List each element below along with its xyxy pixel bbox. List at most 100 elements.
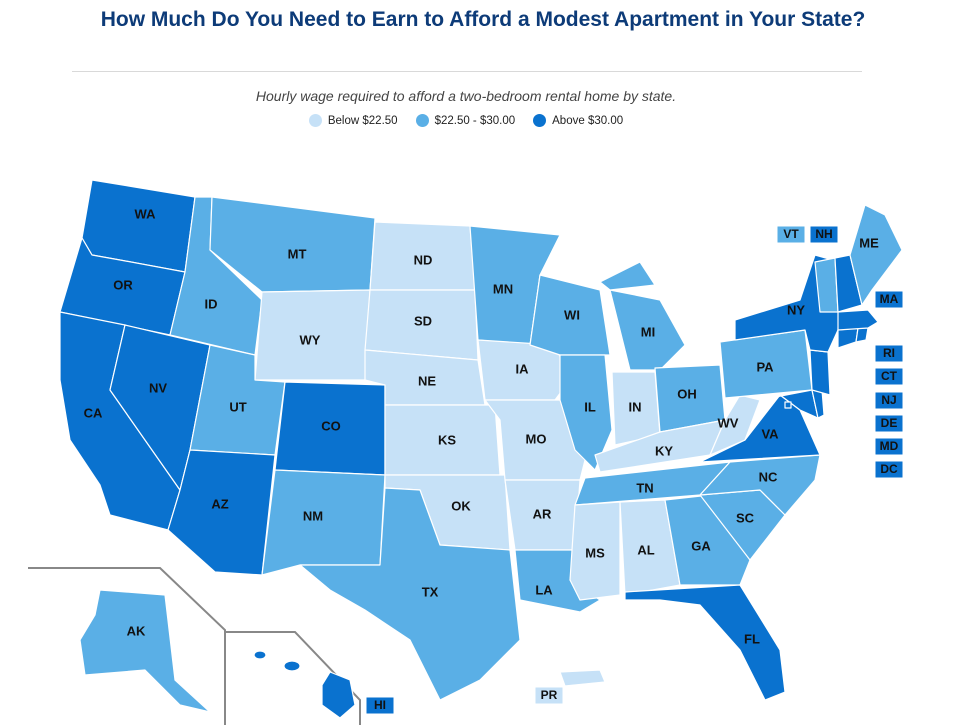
- legend-item-high: Above $30.00: [533, 114, 623, 127]
- label-mo: MO: [526, 431, 547, 446]
- state-ny[interactable]: [734, 254, 841, 353]
- legend-label-low: Below $22.50: [327, 114, 398, 127]
- label-ne: NE: [418, 373, 436, 388]
- legend-swatch-high: [533, 114, 547, 127]
- boxed-label-pr: PR: [534, 686, 564, 705]
- label-sd: SD: [414, 313, 432, 328]
- svg-text:DE: DE: [881, 416, 898, 430]
- label-co: CO: [321, 418, 341, 433]
- label-mt: MT: [288, 246, 307, 261]
- alaska-inset-frame: [28, 567, 226, 725]
- boxed-label-dc: DC: [874, 460, 904, 479]
- legend-swatch-low: [308, 114, 322, 127]
- hawaii-island-oahu: [253, 650, 267, 660]
- label-al: AL: [637, 542, 654, 557]
- legend-label-mid: $22.50 - $30.00: [434, 114, 516, 127]
- state-nc[interactable]: [699, 454, 821, 516]
- state-me[interactable]: [849, 204, 903, 306]
- label-tn: TN: [636, 480, 653, 495]
- boxed-label-nj: NJ: [874, 391, 904, 410]
- label-fl: FL: [744, 631, 760, 646]
- svg-text:NH: NH: [815, 227, 832, 241]
- svg-text:MD: MD: [880, 439, 899, 453]
- label-nc: NC: [759, 469, 778, 484]
- legend: Below $22.50 $22.50 - $30.00 Above $30.0…: [0, 114, 932, 127]
- svg-text:HI: HI: [374, 698, 386, 712]
- label-sc: SC: [736, 510, 755, 525]
- boxed-label-nh: NH: [809, 225, 839, 244]
- svg-text:RI: RI: [883, 346, 895, 360]
- label-ar: AR: [533, 506, 552, 521]
- state-az[interactable]: [167, 449, 276, 576]
- label-ny: NY: [787, 302, 805, 317]
- label-ia: IA: [516, 361, 530, 376]
- state-ma[interactable]: [837, 309, 879, 331]
- label-tx: TX: [422, 584, 439, 599]
- legend-label-high: Above $30.00: [552, 114, 624, 127]
- svg-text:DC: DC: [880, 462, 898, 476]
- label-ut: UT: [229, 399, 246, 414]
- label-or: OR: [113, 277, 133, 292]
- boxed-label-md: MD: [874, 437, 904, 456]
- state-il[interactable]: [559, 354, 613, 471]
- svg-text:CT: CT: [881, 369, 898, 383]
- state-dc[interactable]: [784, 401, 792, 409]
- label-id: ID: [205, 296, 218, 311]
- map-subtitle: Hourly wage required to afford a two-bed…: [255, 88, 677, 104]
- boxed-label-hi: HI: [365, 696, 395, 715]
- state-md[interactable]: [759, 389, 819, 419]
- label-ok: OK: [451, 498, 471, 513]
- label-ks: KS: [438, 432, 456, 447]
- label-wi: WI: [564, 307, 580, 322]
- state-ms[interactable]: [569, 501, 621, 601]
- label-pa: PA: [756, 359, 774, 374]
- label-me: ME: [859, 235, 879, 250]
- label-ky: KY: [655, 443, 673, 458]
- state-wv[interactable]: [709, 394, 761, 456]
- label-wv: WV: [718, 415, 739, 430]
- legend-item-low: Below $22.50: [308, 114, 398, 127]
- state-ct[interactable]: [837, 327, 859, 349]
- svg-text:PR: PR: [541, 688, 558, 702]
- state-tx[interactable]: [299, 487, 521, 701]
- hawaii-island-maui: [283, 660, 301, 672]
- label-ak: AK: [127, 623, 146, 638]
- hawaii-inset-frame: [225, 631, 361, 725]
- boxed-label-ma: MA: [874, 290, 904, 309]
- state-pr[interactable]: [559, 669, 606, 687]
- label-ca: CA: [84, 405, 103, 420]
- legend-swatch-mid: [415, 114, 429, 127]
- label-in: IN: [629, 399, 642, 414]
- state-mi[interactable]: [599, 261, 686, 371]
- svg-text:NJ: NJ: [881, 393, 896, 407]
- state-ri[interactable]: [855, 327, 869, 343]
- boxed-label-ct: CT: [874, 367, 904, 386]
- label-nm: NM: [303, 508, 323, 523]
- title-divider: [72, 71, 862, 72]
- boxed-label-de: DE: [874, 414, 904, 433]
- label-ga: GA: [691, 538, 711, 553]
- svg-text:MA: MA: [880, 292, 899, 306]
- state-nm[interactable]: [261, 469, 386, 576]
- state-fl[interactable]: [624, 584, 786, 701]
- boxed-label-ri: RI: [874, 344, 904, 363]
- label-va: VA: [761, 426, 779, 441]
- label-wy: WY: [300, 332, 321, 347]
- state-ak[interactable]: [79, 589, 211, 713]
- state-nj[interactable]: [809, 349, 831, 396]
- state-hi[interactable]: [321, 671, 356, 719]
- page-title: How Much Do You Need to Earn to Afford a…: [100, 8, 866, 31]
- label-mn: MN: [493, 281, 513, 296]
- svg-text:VT: VT: [783, 227, 799, 241]
- label-nv: NV: [149, 380, 167, 395]
- legend-item-mid: $22.50 - $30.00: [415, 114, 516, 127]
- label-il: IL: [584, 399, 596, 414]
- label-nd: ND: [414, 252, 433, 267]
- label-mi: MI: [641, 324, 655, 339]
- label-ms: MS: [585, 545, 605, 560]
- label-az: AZ: [211, 496, 228, 511]
- label-la: LA: [535, 582, 553, 597]
- label-oh: OH: [677, 386, 697, 401]
- label-wa: WA: [135, 206, 157, 221]
